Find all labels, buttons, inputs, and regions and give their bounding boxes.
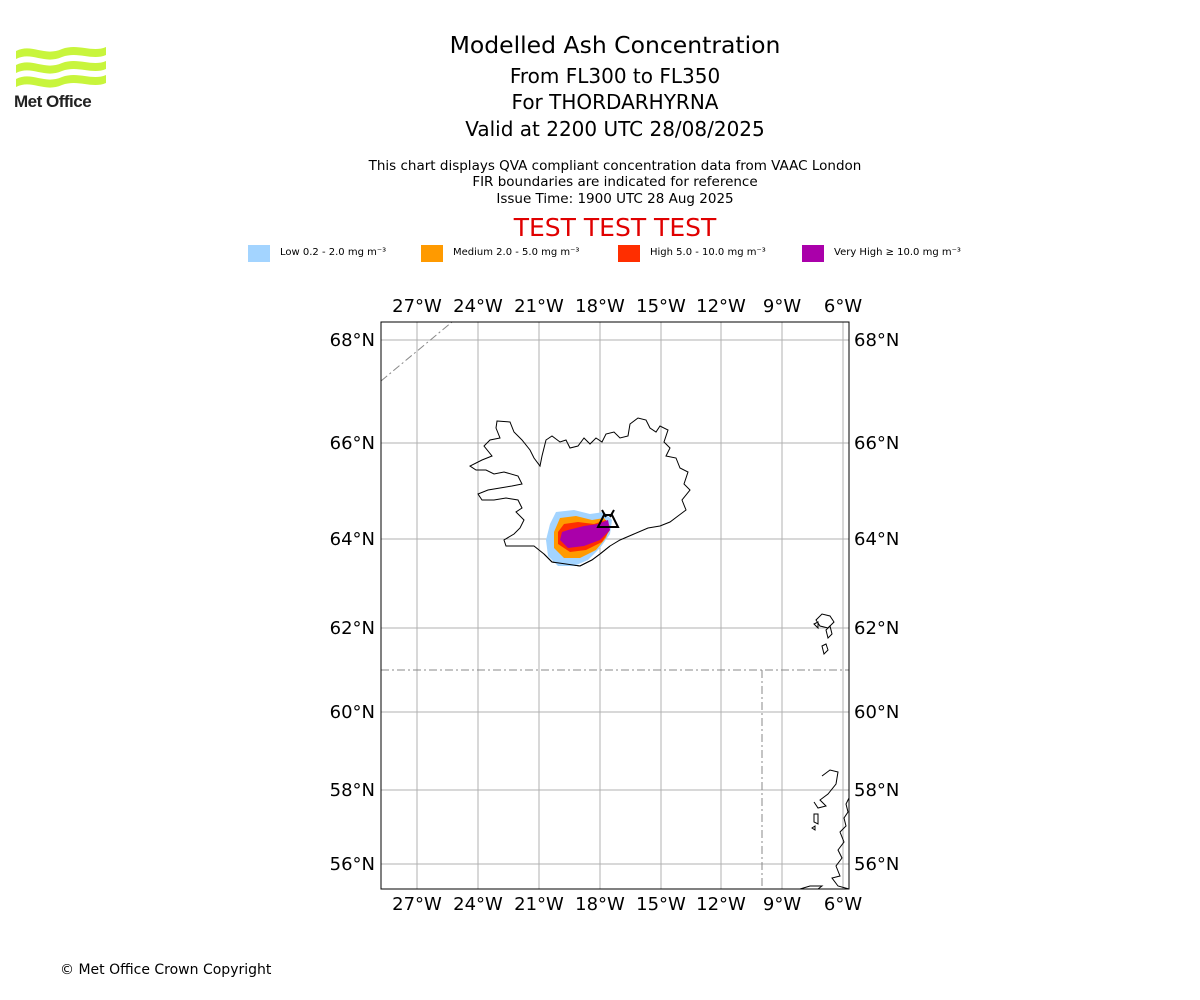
test-banner: TEST TEST TEST — [513, 213, 717, 242]
faroe-islands — [813, 613, 835, 655]
valid-time: Valid at 2200 UTC 28/08/2025 — [465, 117, 765, 141]
lat-label: 56°N — [330, 854, 375, 875]
legend-label-very-high: Very High ≥ 10.0 mg m⁻³ — [834, 247, 961, 258]
lon-label: 18°W — [575, 296, 625, 317]
lat-label: 68°N — [330, 330, 375, 351]
south-coastline-overlay — [543, 545, 611, 567]
lat-label: 64°N — [330, 529, 375, 550]
lon-label: 9°W — [763, 296, 801, 317]
lon-label: 24°W — [453, 894, 503, 915]
lon-label: 12°W — [696, 894, 746, 915]
legend-swatch-high — [618, 245, 640, 262]
copyright-notice: © Met Office Crown Copyright — [60, 962, 272, 978]
note-fir: FIR boundaries are indicated for referen… — [472, 174, 758, 190]
ash-concentration-plume — [546, 510, 612, 566]
lon-label: 15°W — [636, 894, 686, 915]
lat-label: 66°N — [330, 433, 375, 454]
lat-labels-left: 68°N 66°N 64°N 62°N 60°N 58°N 56°N — [330, 330, 375, 875]
lat-label: 56°N — [854, 854, 899, 875]
lat-label: 58°N — [330, 780, 375, 801]
map-frame — [380, 321, 850, 890]
legend-swatch-low — [248, 245, 270, 262]
legend-label-medium: Medium 2.0 - 5.0 mg m⁻³ — [453, 247, 580, 258]
lat-label: 60°N — [854, 702, 899, 723]
lat-label: 58°N — [854, 780, 899, 801]
lon-label: 6°W — [824, 296, 862, 317]
lat-label: 68°N — [854, 330, 899, 351]
volcano-icon — [596, 509, 620, 528]
lon-label: 6°W — [824, 894, 862, 915]
lat-label: 62°N — [330, 618, 375, 639]
lat-labels-right: 68°N 66°N 64°N 62°N 60°N 58°N 56°N — [854, 330, 899, 875]
fir-boundaries — [380, 321, 849, 889]
lon-label: 21°W — [514, 296, 564, 317]
legend-label-high: High 5.0 - 10.0 mg m⁻³ — [650, 247, 766, 258]
lon-label: 9°W — [763, 894, 801, 915]
issue-time: Issue Time: 1900 UTC 28 Aug 2025 — [496, 191, 734, 207]
note-qva: This chart displays QVA compliant concen… — [368, 158, 862, 174]
lon-label: 12°W — [696, 296, 746, 317]
lat-label: 64°N — [854, 529, 899, 550]
lon-labels-top: 27°W 24°W 21°W 18°W 15°W 12°W 9°W 6°W — [392, 296, 862, 317]
scotland-coastline — [799, 769, 850, 890]
logo-text: Met Office — [14, 92, 92, 111]
lat-label: 60°N — [330, 702, 375, 723]
lon-label: 15°W — [636, 296, 686, 317]
iceland-coastline — [469, 417, 691, 567]
chart-title: Modelled Ash Concentration — [449, 31, 781, 59]
lon-label: 27°W — [392, 296, 442, 317]
lon-labels-bottom: 27°W 24°W 21°W 18°W 15°W 12°W 9°W 6°W — [392, 894, 862, 915]
lat-label: 62°N — [854, 618, 899, 639]
legend-label-low: Low 0.2 - 2.0 mg m⁻³ — [280, 247, 387, 258]
lon-label: 24°W — [453, 296, 503, 317]
lon-label: 27°W — [392, 894, 442, 915]
volcano-name: For THORDARHYRNA — [511, 90, 719, 114]
legend-swatch-medium — [421, 245, 443, 262]
lat-label: 66°N — [854, 433, 899, 454]
legend-swatch-very-high — [802, 245, 824, 262]
gridlines — [381, 322, 849, 889]
lon-label: 18°W — [575, 894, 625, 915]
met-office-logo — [16, 47, 106, 88]
flight-level-range: From FL300 to FL350 — [509, 64, 721, 88]
lon-label: 21°W — [514, 894, 564, 915]
